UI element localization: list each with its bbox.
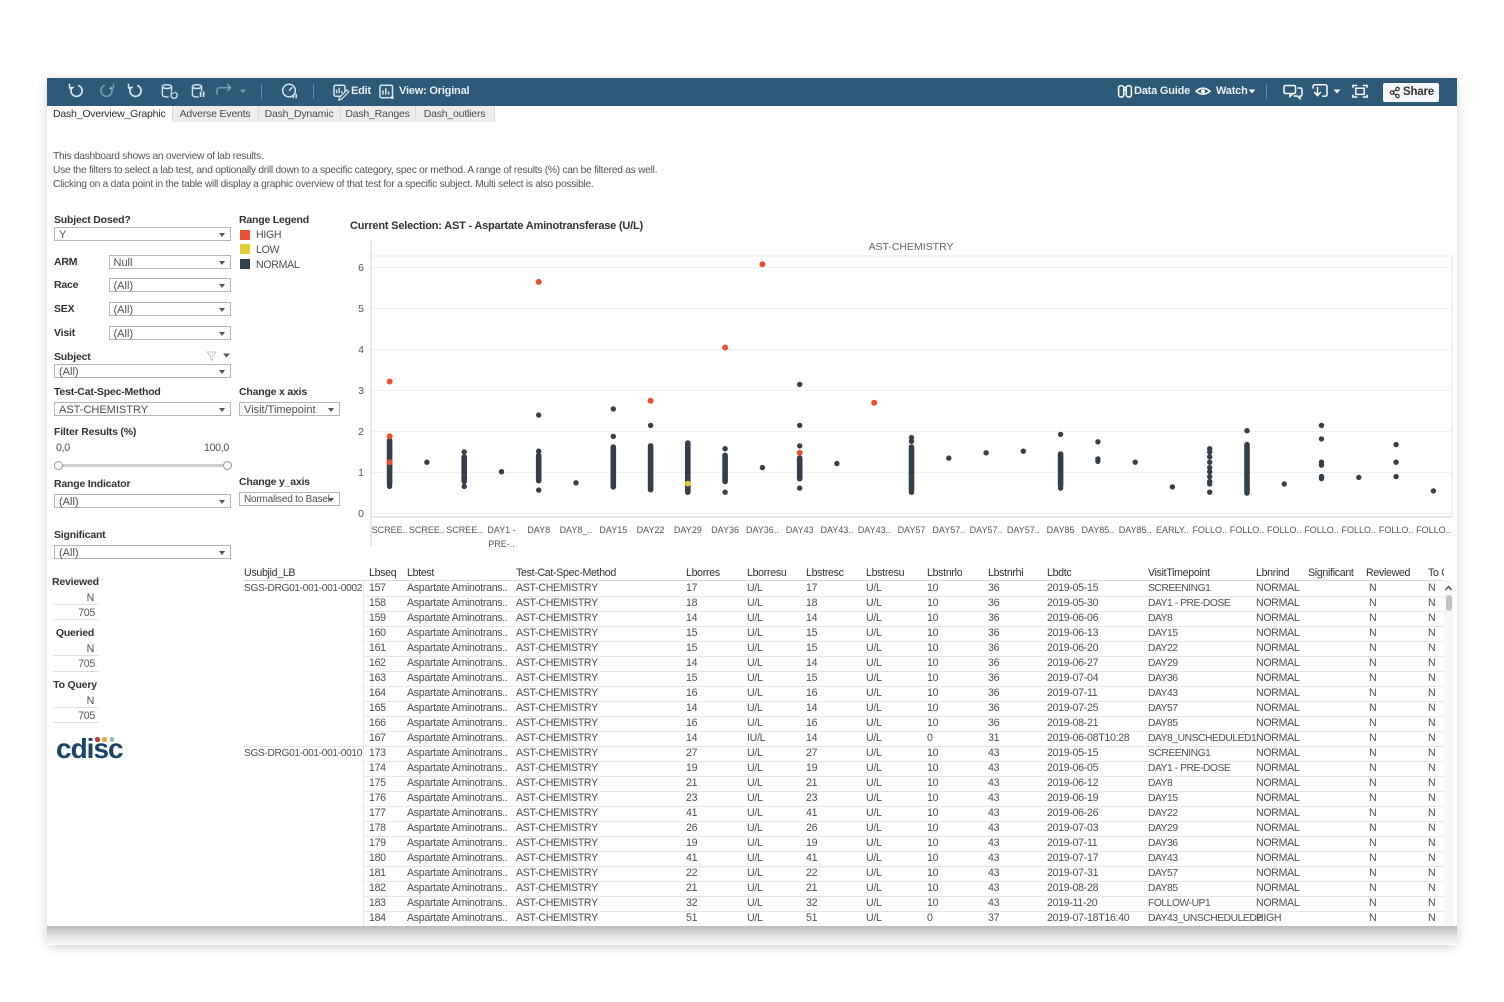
svg-text:DAY57..: DAY57.. <box>970 525 1003 535</box>
svg-text:FOLLO..: FOLLO.. <box>1192 525 1227 535</box>
svg-text:FOLLO..: FOLLO.. <box>1416 525 1451 535</box>
svg-text:1: 1 <box>358 467 364 479</box>
svg-text:DAY8_..: DAY8_.. <box>560 525 593 535</box>
svg-text:PRE-..: PRE-.. <box>488 539 515 549</box>
svg-text:EARLY..: EARLY.. <box>1156 525 1189 535</box>
svg-text:DAY15: DAY15 <box>599 525 627 535</box>
svg-text:DAY57..: DAY57.. <box>932 525 965 535</box>
svg-text:DAY22: DAY22 <box>637 525 665 535</box>
svg-text:DAY57: DAY57 <box>898 525 926 535</box>
svg-text:AST-CHEMISTRY: AST-CHEMISTRY <box>869 241 954 253</box>
svg-text:0: 0 <box>358 508 364 520</box>
svg-text:FOLLO..: FOLLO.. <box>1304 525 1339 535</box>
svg-text:4: 4 <box>358 344 364 356</box>
svg-text:FOLLO..: FOLLO.. <box>1267 525 1302 535</box>
svg-text:FOLLO..: FOLLO.. <box>1379 525 1414 535</box>
svg-text:5: 5 <box>358 303 364 315</box>
svg-text:DAY43: DAY43 <box>786 525 814 535</box>
svg-text:DAY29: DAY29 <box>674 525 702 535</box>
svg-text:SCREE..: SCREE.. <box>409 525 445 535</box>
svg-text:3: 3 <box>358 385 364 397</box>
svg-text:2: 2 <box>358 426 364 438</box>
svg-text:DAY57..: DAY57.. <box>1007 525 1040 535</box>
svg-text:SCREE..: SCREE.. <box>372 525 408 535</box>
svg-text:DAY43..: DAY43.. <box>858 525 891 535</box>
svg-text:DAY85: DAY85 <box>1047 525 1075 535</box>
svg-text:DAY36..: DAY36.. <box>746 525 779 535</box>
svg-text:DAY85..: DAY85.. <box>1081 525 1114 535</box>
svg-text:DAY43..: DAY43.. <box>820 525 853 535</box>
svg-text:FOLLO..: FOLLO.. <box>1342 525 1377 535</box>
svg-text:6: 6 <box>358 262 364 274</box>
svg-text:DAY8: DAY8 <box>527 525 550 535</box>
svg-text:DAY1 -: DAY1 - <box>487 525 515 535</box>
svg-text:SCREE..: SCREE.. <box>446 525 482 535</box>
svg-text:DAY85..: DAY85.. <box>1119 525 1152 535</box>
svg-text:DAY36: DAY36 <box>711 525 739 535</box>
svg-text:FOLLO..: FOLLO.. <box>1230 525 1265 535</box>
